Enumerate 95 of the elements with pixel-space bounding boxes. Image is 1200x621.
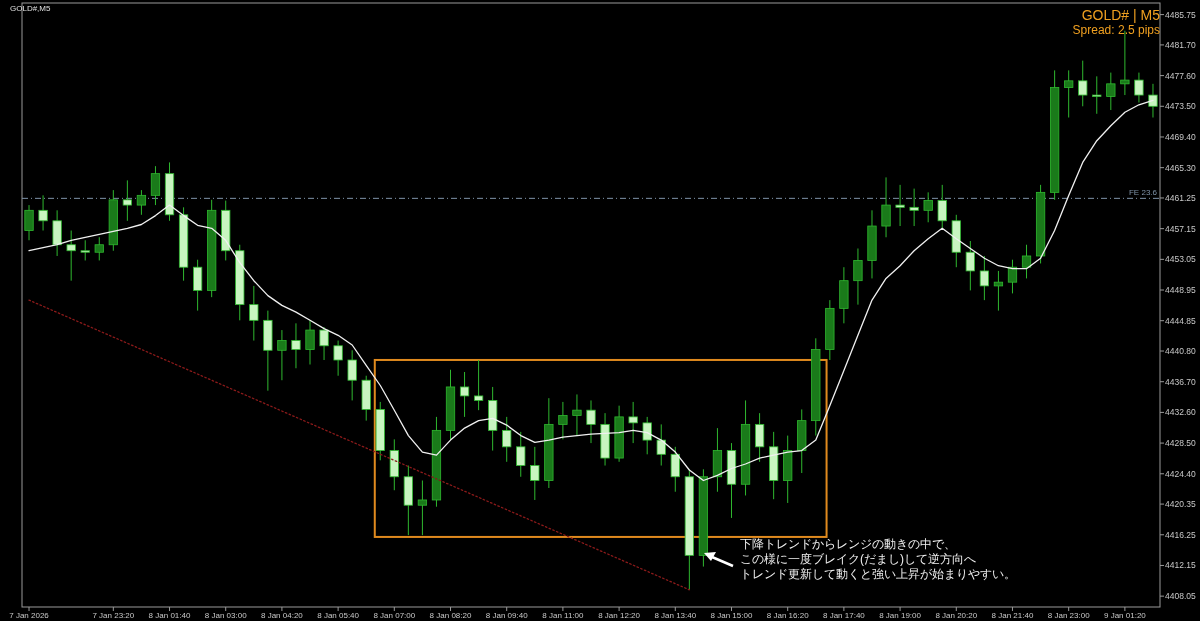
candlestick <box>305 319 315 365</box>
x-tick-label: 8 Jan 03:00 <box>204 611 248 620</box>
x-tick-label: 8 Jan 19:00 <box>879 611 922 620</box>
y-tick-label: 4428.50 <box>1165 438 1196 449</box>
y-tick-label: 4436.70 <box>1165 376 1196 387</box>
x-tick-label: 8 Jan 13:40 <box>654 611 697 620</box>
candlestick <box>1134 72 1144 104</box>
annotation: トレンド更新して動くと強い上昇が始まりやすい。 <box>740 567 1016 581</box>
x-tick-label: 8 Jan 05:40 <box>317 611 360 620</box>
ref-line-label: FE 23.6 <box>1128 188 1158 198</box>
y-tick-label: 4453.05 <box>1165 254 1196 265</box>
candlestick <box>923 191 933 223</box>
candlestick <box>502 416 512 463</box>
candlestick <box>1106 72 1116 111</box>
y-tick-label: 4432.60 <box>1165 407 1196 418</box>
x-tick-label: 8 Jan 23:00 <box>1047 611 1091 620</box>
candlestick <box>66 230 76 282</box>
candlestick <box>670 446 680 493</box>
candlestick <box>333 340 343 377</box>
annotation: GOLD#,M5 <box>10 4 52 13</box>
y-tick-label: 4457.15 <box>1165 223 1196 234</box>
x-tick-label: 7 Jan 23:20 <box>92 611 135 620</box>
candlestick <box>38 194 48 232</box>
y-tick-label: 4420.35 <box>1165 499 1196 510</box>
candlestick <box>277 329 287 381</box>
candlestick <box>136 189 147 216</box>
candlestick <box>895 184 905 227</box>
candlestick <box>52 209 62 257</box>
y-tick-label: 4465.30 <box>1165 162 1196 173</box>
x-tick-label: 8 Jan 12:20 <box>598 611 641 620</box>
y-tick-label: 4424.40 <box>1165 468 1196 479</box>
text: Spread: 2.5 pips <box>1072 23 1160 37</box>
y-tick-label: 4440.80 <box>1165 346 1196 357</box>
x-tick-label: 8 Jan 16:20 <box>766 611 810 620</box>
candlestick <box>853 247 863 306</box>
x-tick-label: 8 Jan 11:00 <box>542 611 585 620</box>
y-tick-label: 4461.25 <box>1165 192 1196 203</box>
y-tick-label: 4473.50 <box>1165 101 1196 112</box>
candlestick <box>319 326 329 361</box>
candlestick <box>516 431 526 478</box>
annotation: この様に一度ブレイク(だまし)して逆方向へ <box>740 552 976 566</box>
candlestick <box>122 179 132 222</box>
x-tick-label: 7 Jan 2026 <box>9 611 50 620</box>
y-tick-label: 4485.75 <box>1165 9 1196 20</box>
candlestick <box>628 401 638 444</box>
candlestick <box>459 371 470 418</box>
candlestick <box>473 359 484 411</box>
candlestick <box>993 270 1004 312</box>
candlestick <box>1148 83 1158 119</box>
candlestick <box>94 236 104 261</box>
x-tick-label: 8 Jan 07:00 <box>373 611 416 620</box>
candlestick <box>965 240 975 291</box>
x-tick-label: 8 Jan 15:00 <box>710 611 753 620</box>
candlestick <box>1064 69 1074 119</box>
y-tick-label: 4408.05 <box>1165 591 1196 602</box>
candlestick <box>586 399 596 444</box>
candlestick <box>80 239 90 261</box>
candlestick <box>1007 259 1018 294</box>
candlestick <box>909 188 919 227</box>
candlestick <box>249 285 259 342</box>
candlestick <box>347 349 357 401</box>
candlestick <box>572 393 582 437</box>
y-tick-label: 4469.40 <box>1165 131 1196 142</box>
x-tick-label: 8 Jan 04:20 <box>261 611 304 620</box>
x-tick-label: 8 Jan 21:40 <box>991 611 1034 620</box>
candlestick <box>1092 75 1102 115</box>
candlestick <box>24 204 34 241</box>
y-tick-label: 4416.25 <box>1165 529 1196 540</box>
candlestick <box>150 165 161 206</box>
candlestick <box>656 423 666 467</box>
x-tick-label: 9 Jan 01:20 <box>1103 611 1147 620</box>
x-tick-label: 8 Jan 08:20 <box>429 611 472 620</box>
x-tick-label: 8 Jan 01:40 <box>148 611 191 620</box>
candlestick <box>881 176 891 238</box>
y-tick-label: 4444.85 <box>1165 315 1196 326</box>
x-tick-label: 8 Jan 20:20 <box>935 611 978 620</box>
candlestick <box>193 259 203 312</box>
candlestick <box>937 184 947 231</box>
annotation: 下降トレンドからレンジの動きの中で、 <box>740 537 956 551</box>
y-tick-label: 4448.95 <box>1165 285 1196 296</box>
candlestick <box>979 255 989 301</box>
candlestick <box>558 401 568 440</box>
candlestick <box>291 322 301 369</box>
candlestick <box>642 416 652 455</box>
chart-title: GOLD# | M5 <box>1081 7 1161 23</box>
candlestick <box>1021 244 1032 279</box>
y-tick-label: 4481.70 <box>1165 39 1196 50</box>
y-tick-label: 4412.15 <box>1165 560 1196 571</box>
candlestick <box>530 446 540 501</box>
x-tick-label: 8 Jan 09:40 <box>485 611 529 620</box>
y-tick-label: 4477.60 <box>1165 70 1196 81</box>
candlestick <box>754 412 765 463</box>
candlestick <box>417 480 428 536</box>
x-tick-label: 8 Jan 17:40 <box>822 611 866 620</box>
candlestick <box>1078 60 1088 107</box>
